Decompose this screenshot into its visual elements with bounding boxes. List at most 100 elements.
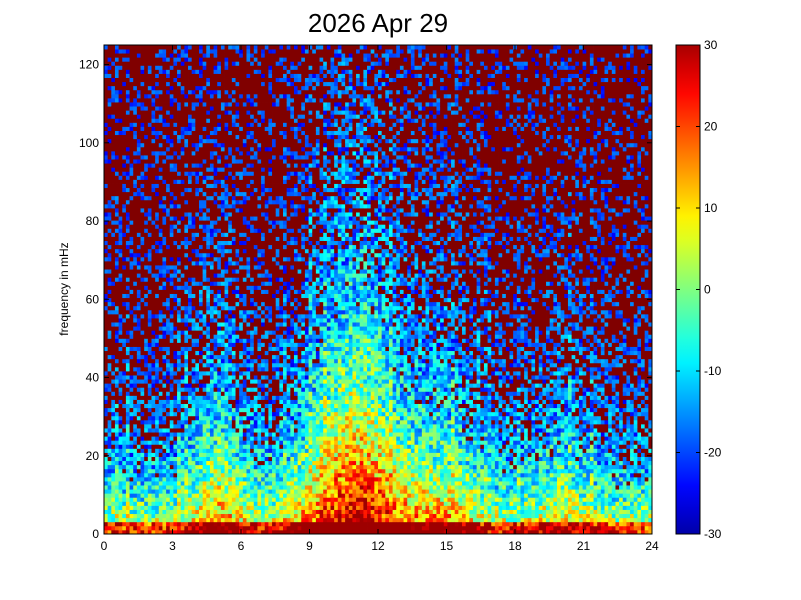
heatmap-cell [180,228,185,233]
heatmap-cell [191,114,196,119]
heatmap-cell [122,330,127,335]
heatmap-cell [107,350,112,356]
heatmap-cell [206,150,211,156]
heatmap-cell [129,313,134,319]
heatmap-cell [155,138,160,144]
heatmap-cell [133,436,138,441]
heatmap-cell [158,464,163,470]
heatmap-cell [173,350,178,356]
heatmap-cell [118,326,123,331]
heatmap-cell [111,423,116,429]
heatmap-cell [209,191,214,197]
heatmap-cell [228,452,233,457]
heatmap-cell [188,419,193,425]
heatmap-cell [250,338,255,343]
heatmap-cell [209,289,214,294]
heatmap-cell [169,130,174,136]
heatmap-cell [250,481,255,486]
heatmap-cell [180,383,185,388]
heatmap-cell [158,252,163,258]
heatmap-cell [144,260,149,266]
heatmap-cell [104,313,109,319]
heatmap-cell [144,485,149,490]
heatmap-cell [224,244,229,250]
heatmap-cell [173,509,178,515]
heatmap-cell [122,289,127,294]
heatmap-cell [191,395,196,400]
heatmap-cell [188,126,193,131]
heatmap-cell [147,375,152,380]
heatmap-cell [206,481,211,486]
heatmap-cell [239,297,244,303]
heatmap-cell [136,175,141,180]
heatmap-cell [155,187,160,193]
heatmap-cell [151,354,156,360]
heatmap-cell [140,159,145,164]
heatmap-cell [228,265,233,270]
heatmap-cell [122,81,127,87]
heatmap-cell [188,476,193,482]
heatmap-cell [213,102,218,107]
heatmap-cell [246,114,251,119]
heatmap-cell [136,432,141,437]
heatmap-cell [235,265,240,270]
heatmap-cell [184,77,189,83]
heatmap-cell [209,240,214,246]
heatmap-cell [122,69,127,74]
heatmap-cell [122,216,127,221]
heatmap-cell [158,130,163,136]
heatmap-cell [158,505,163,510]
heatmap-cell [114,326,120,331]
heatmap-cell [213,472,218,478]
heatmap-cell [206,464,211,470]
heatmap-cell [173,195,178,201]
heatmap-cell [209,179,214,184]
heatmap-cell [162,232,167,237]
heatmap-cell [253,436,258,441]
heatmap-cell [169,489,174,494]
heatmap-cell [133,244,138,250]
heatmap-cell [118,489,123,494]
heatmap-cell [206,240,211,246]
heatmap-cell [224,73,229,78]
heatmap-cell [118,175,123,180]
heatmap-cell [140,232,145,237]
heatmap-cell [169,391,174,396]
heatmap-cell [133,391,138,396]
heatmap-cell [107,428,112,433]
heatmap-cell [202,89,207,95]
heatmap-cell [166,183,171,189]
heatmap-cell [213,318,218,323]
heatmap-cell [213,277,218,282]
heatmap-cell [125,122,130,127]
heatmap-cell [144,208,149,213]
heatmap-cell [111,346,116,352]
heatmap-cell [107,379,112,384]
heatmap-cell [144,232,149,237]
heatmap-cell [246,383,251,388]
heatmap-cell [162,456,167,462]
heatmap-cell [180,203,185,209]
heatmap-cell [166,383,171,388]
heatmap-cell [162,273,167,278]
heatmap-cell [122,171,127,176]
heatmap-cell [188,273,193,278]
heatmap-cell [206,93,211,99]
heatmap-cell [140,395,145,400]
heatmap-cell [246,468,251,474]
heatmap-cell [228,371,233,376]
heatmap-cell [235,281,240,286]
heatmap-cell [195,309,200,315]
heatmap-cell [104,277,109,282]
heatmap-cell [155,61,160,66]
heatmap-cell [118,57,123,62]
heatmap-cell [136,440,141,445]
heatmap-cell [111,407,116,413]
heatmap-cell [111,301,116,307]
heatmap-cell [125,138,130,144]
heatmap-cell [166,273,171,278]
heatmap-cell [125,501,130,506]
heatmap-cell [169,65,174,70]
heatmap-cell [180,53,185,58]
heatmap-cell [253,244,258,250]
